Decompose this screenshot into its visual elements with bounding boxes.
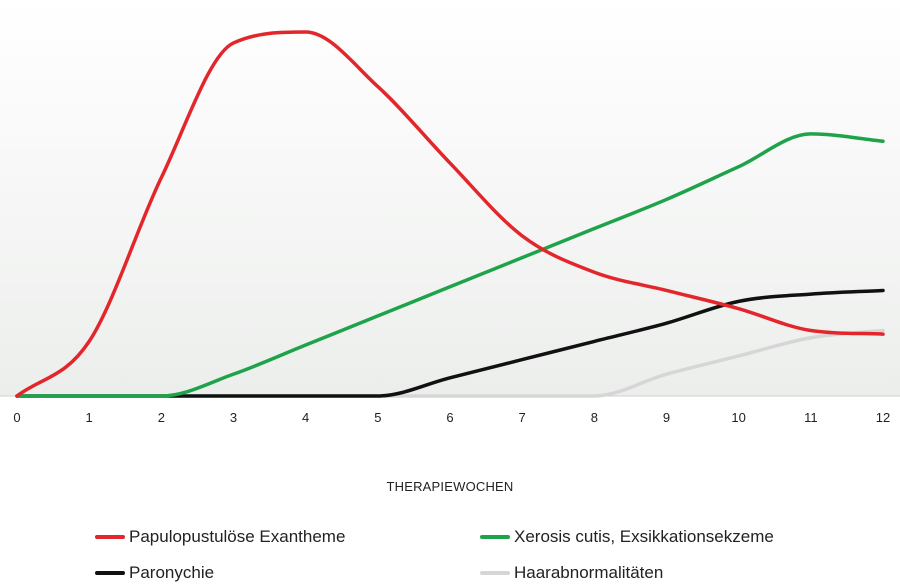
x-tick-label: 9: [663, 410, 670, 425]
legend-item-paronychie: Paronychie: [95, 563, 214, 583]
legend-item-haarabnormalitaeten: Haarabnormalitäten: [480, 563, 663, 583]
legend-label: Paronychie: [129, 563, 215, 582]
x-tick-label: 1: [86, 410, 93, 425]
legend-item-xerosis: Xerosis cutis, Exsikkationsekzeme: [480, 527, 774, 547]
series-line-1: [15, 132, 885, 398]
x-tick-label: 3: [230, 410, 237, 425]
x-tick-labels: 0 1 2 3 4 5 6 7 8 9 10 11 12: [13, 410, 890, 425]
x-tick-label: 12: [876, 410, 890, 425]
legend-label: Haarabnormalitäten: [514, 563, 664, 582]
x-tick-label: 10: [731, 410, 745, 425]
legend-swatch-green: [480, 535, 510, 539]
x-tick-label: 11: [804, 410, 818, 425]
x-tick-label: 2: [158, 410, 165, 425]
x-tick-label: 6: [446, 410, 453, 425]
legend-swatch-red: [95, 535, 125, 539]
x-tick-label: 7: [519, 410, 526, 425]
plot-background: [0, 0, 900, 396]
series-line-0: [15, 30, 885, 398]
legend-swatch-black: [95, 571, 125, 575]
x-tick-label: 0: [13, 410, 20, 425]
legend-label: Papulopustulöse Exantheme: [129, 527, 346, 546]
legend-swatch-gray: [480, 571, 510, 575]
legend-label: Xerosis cutis, Exsikkationsekzeme: [514, 527, 774, 546]
series-lines: [15, 30, 885, 398]
x-tick-label: 5: [374, 410, 381, 425]
x-axis-label: THERAPIEWOCHEN: [386, 479, 514, 494]
x-tick-label: 4: [302, 410, 309, 425]
legend-item-papulopustuloese: Papulopustulöse Exantheme: [95, 527, 345, 547]
x-tick-label: 8: [591, 410, 598, 425]
